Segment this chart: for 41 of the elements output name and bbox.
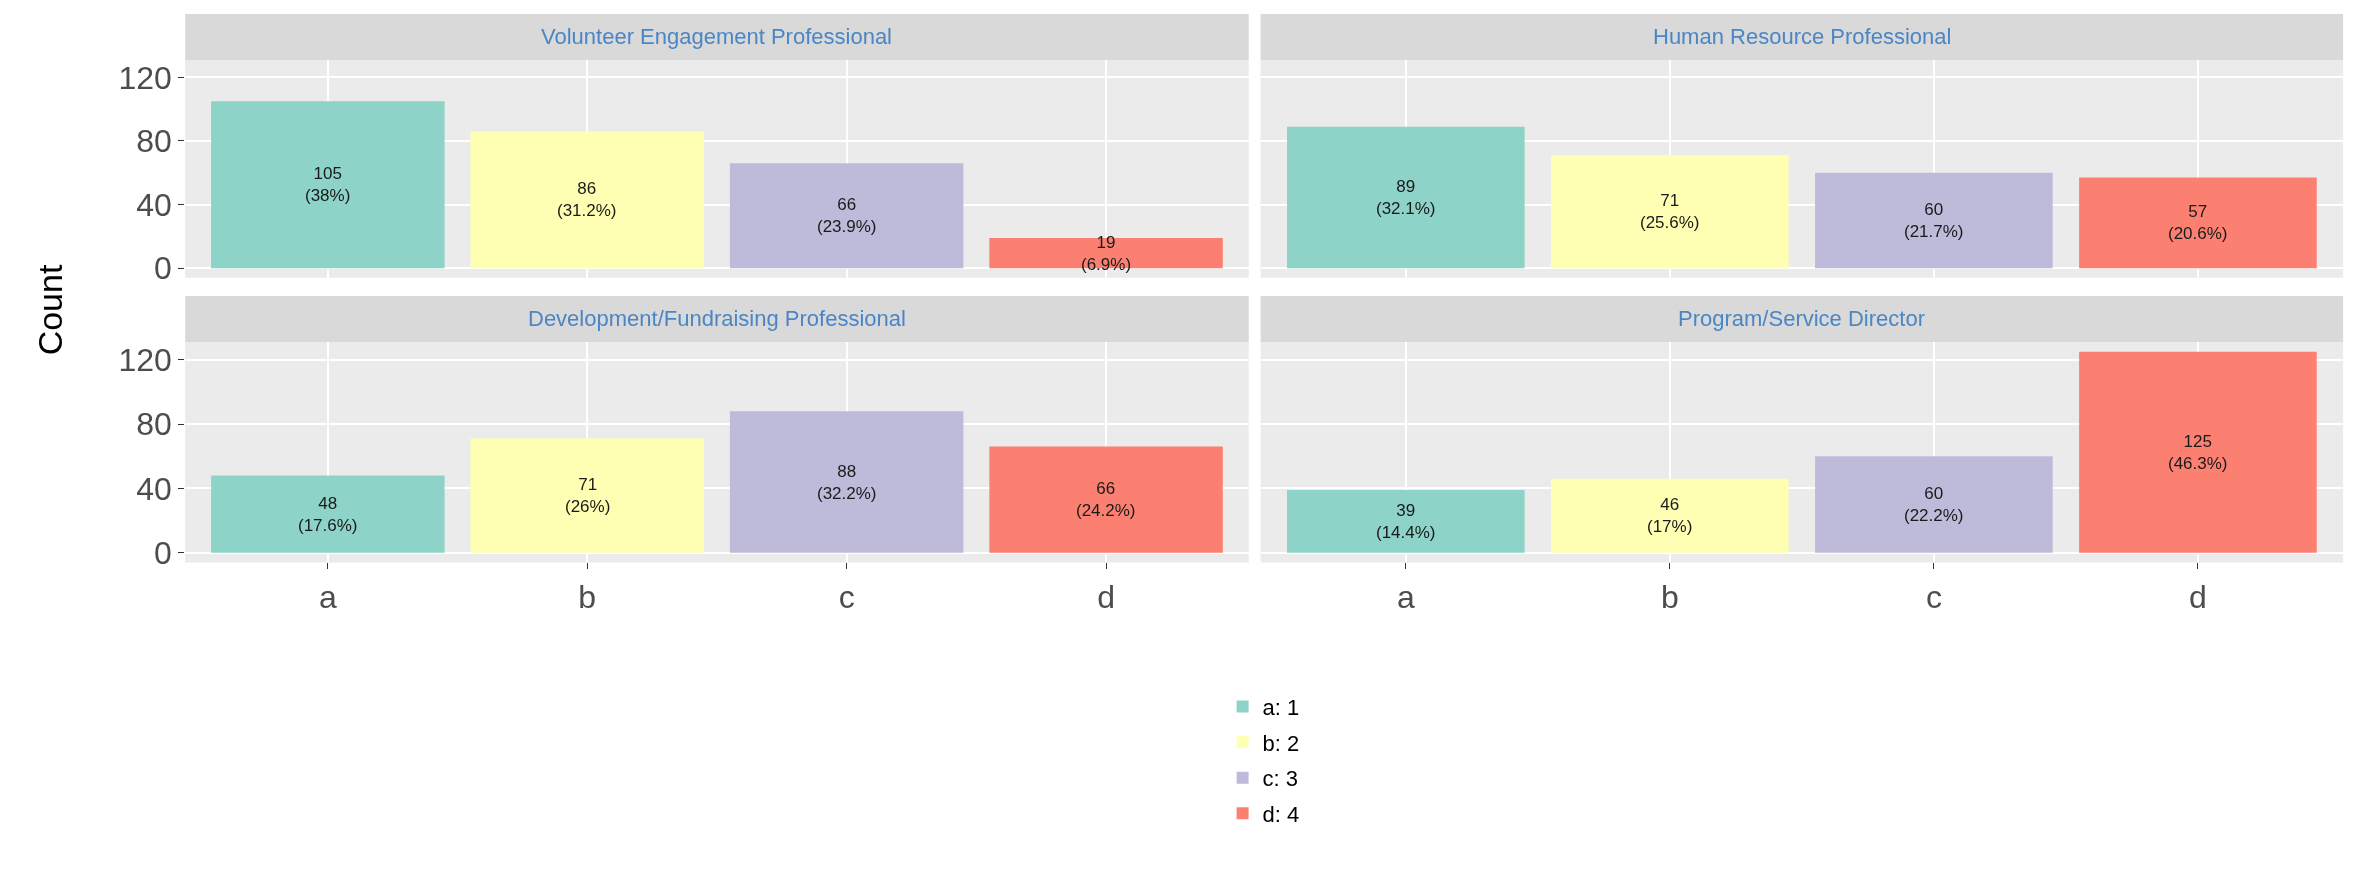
y-tick-label: 80 xyxy=(136,406,172,443)
y-axis-title: Count xyxy=(30,264,69,356)
data-label: 60 (22.2%) xyxy=(1904,484,1964,526)
legend-label: d: 4 xyxy=(1262,801,1300,827)
x-tick-label: c xyxy=(838,578,855,615)
y-tick-label: 40 xyxy=(136,470,172,507)
x-tick-label: c xyxy=(1925,578,1942,615)
legend-label: b: 2 xyxy=(1262,730,1300,756)
legend-label: c: 3 xyxy=(1262,766,1299,792)
y-tick-label: 0 xyxy=(153,250,172,287)
x-tick-label: b xyxy=(578,578,597,615)
y-tick-label: 120 xyxy=(118,341,172,378)
legend-label: a: 1 xyxy=(1262,695,1300,721)
data-label: 71 (25.6%) xyxy=(1640,191,1700,233)
chart-title: Program/Service Director xyxy=(1678,306,1925,331)
y-tick-label: 80 xyxy=(136,123,172,160)
data-label: 19 (6.9%) xyxy=(1081,233,1132,275)
chart-title: Human Resource Professional xyxy=(1653,24,1952,49)
y-tick-label: 0 xyxy=(153,535,172,572)
x-tick-label: d xyxy=(2189,578,2207,615)
x-tick-label: b xyxy=(1660,578,1679,615)
data-label: 48 (17.6%) xyxy=(298,494,358,536)
data-label: 71 (26%) xyxy=(565,475,611,517)
data-label: 88 (32.2%) xyxy=(817,462,877,504)
data-label: 66 (23.9%) xyxy=(817,195,877,237)
chart-title: Development/Fundraising Professional xyxy=(528,306,906,331)
data-label: 105 (38%) xyxy=(305,164,351,206)
data-label: 39 (14.4%) xyxy=(1376,501,1436,543)
x-tick-label: a xyxy=(318,578,337,615)
data-label: 60 (21.7%) xyxy=(1904,200,1964,242)
chart-title: Volunteer Engagement Professional xyxy=(541,24,893,49)
data-label: 86 (31.2%) xyxy=(557,179,617,221)
y-tick-label: 40 xyxy=(136,186,172,223)
data-label: 57 (20.6%) xyxy=(2168,202,2228,244)
data-label: 89 (32.1%) xyxy=(1376,177,1436,219)
data-label: 66 (24.2%) xyxy=(1076,479,1136,521)
data-label: 46 (17%) xyxy=(1647,495,1693,537)
x-tick-label: a xyxy=(1396,578,1415,615)
y-tick-label: 120 xyxy=(118,59,172,96)
x-tick-label: d xyxy=(1097,578,1115,615)
data-label: 125 (46.3%) xyxy=(2168,432,2228,474)
